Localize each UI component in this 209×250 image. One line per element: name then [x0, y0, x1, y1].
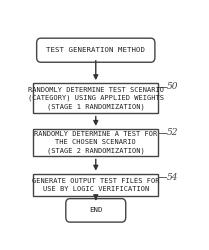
FancyBboxPatch shape — [66, 199, 126, 222]
Text: END: END — [89, 207, 103, 213]
FancyBboxPatch shape — [37, 38, 155, 62]
Bar — [33, 174, 158, 196]
Bar — [33, 129, 158, 156]
Text: RANDOMLY DETERMINE TEST SCENARIO
(CATEGORY) USING APPLIED WEIGHTS
(STAGE 1 RANDO: RANDOMLY DETERMINE TEST SCENARIO (CATEGO… — [28, 86, 164, 110]
Bar — [33, 84, 158, 113]
Text: 54: 54 — [167, 173, 178, 182]
Text: TEST GENERATION METHOD: TEST GENERATION METHOD — [46, 47, 145, 53]
Text: 52: 52 — [167, 128, 178, 137]
Text: RANDOMLY DETERMINE A TEST FOR
THE CHOSEN SCENARIO
(STAGE 2 RANDOMIZATION): RANDOMLY DETERMINE A TEST FOR THE CHOSEN… — [34, 131, 157, 154]
Text: 50: 50 — [167, 82, 178, 92]
Text: GENERATE OUTPUT TEST FILES FOR
USE BY LOGIC VERIFICATION: GENERATE OUTPUT TEST FILES FOR USE BY LO… — [32, 178, 159, 192]
